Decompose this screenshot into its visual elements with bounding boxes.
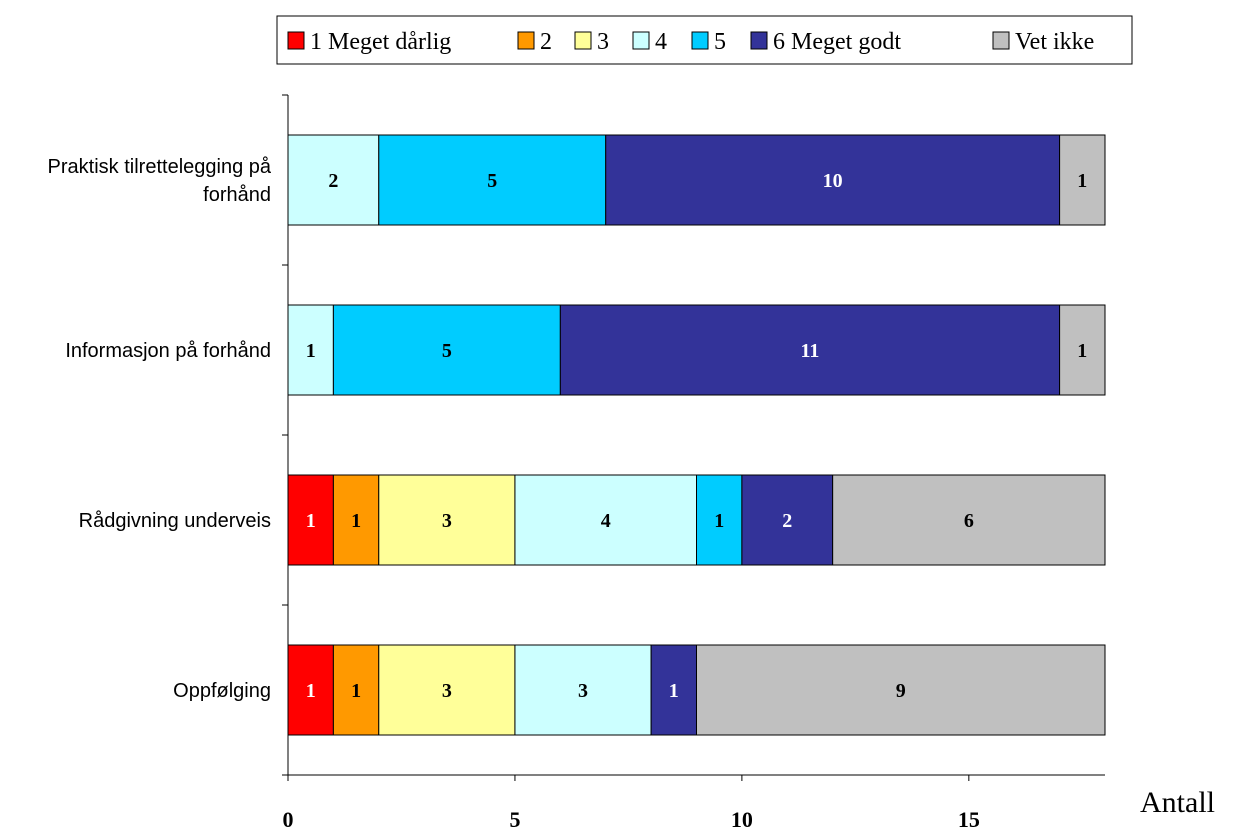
data-label: 1 <box>1077 170 1087 192</box>
data-label: 6 <box>964 510 974 532</box>
category-label-informasjon-pa-forhand: Informasjon på forhånd <box>65 340 271 362</box>
legend-swatch-4 <box>632 31 650 50</box>
category-label-oppfolging: Oppfølging <box>173 680 271 702</box>
x-tick-label: 15 <box>958 807 980 832</box>
y-axis: Praktisk tilrettelegging på forhånd Inform… <box>48 94 289 776</box>
x-tick-label: 10 <box>731 807 753 832</box>
legend: 1 Meget dårlig 2 3 4 5 6 Meget godt Vet ikke <box>276 15 1133 65</box>
bars: 2 5 10 11 5 11 11 1 3 4 1 2 61 1 3 3 1 9 <box>287 134 1106 736</box>
legend-label-2: 2 <box>540 29 552 55</box>
legend-label-6-meget-godt: 6 Meget godt <box>773 29 901 55</box>
bar-segment-informasjon-pa-forhand-5 <box>332 304 561 396</box>
bar-segment-praktisk-tilrettelegging-pa-forhand-4 <box>287 134 380 226</box>
data-label: 1 <box>351 510 361 532</box>
bar-segment-informasjon-pa-forhand-vet-ikke <box>1059 304 1106 396</box>
data-label: 1 <box>669 680 679 702</box>
bar-segment-praktisk-tilrettelegging-pa-forhand-vet-ikke <box>1059 134 1106 226</box>
category-label-radgivning-underveis: Rådgivning underveis <box>79 510 271 532</box>
bar-segment-oppfolging-3 <box>378 644 516 736</box>
legend-swatch-5 <box>691 31 709 50</box>
legend-label-4: 4 <box>655 29 667 55</box>
bar-segment-radgivning-underveis-5 <box>696 474 743 566</box>
data-label: 2 <box>328 170 338 192</box>
legend-swatch-3 <box>574 31 592 50</box>
data-label: 1 <box>351 680 361 702</box>
data-label: 3 <box>442 510 452 532</box>
bar-segment-radgivning-underveis-6-meget-godt <box>741 474 834 566</box>
bar-segment-oppfolging-vet-ikke <box>696 644 1106 736</box>
bar-segment-oppfolging-4 <box>514 644 652 736</box>
x-tick-label: 5 <box>509 807 520 832</box>
bar-segment-oppfolging-6-meget-godt <box>650 644 697 736</box>
legend-swatch-vet-ikke <box>992 31 1010 50</box>
legend-label-vet-ikke: Vet ikke <box>1015 29 1094 55</box>
data-label: 2 <box>782 510 792 532</box>
x-axis: 0 5 10 15 <box>282 774 1105 832</box>
bar-segment-radgivning-underveis-3 <box>378 474 516 566</box>
legend-label-1-meget-darlig: 1 Meget dårlig <box>310 29 451 55</box>
data-label: 1 <box>306 340 316 362</box>
data-label: 1 <box>714 510 724 532</box>
x-tick-label: 0 <box>283 807 294 832</box>
category-label-praktisk-tilrettelegging-pa-forhand-line1: Praktisk tilrettelegging på <box>48 156 272 178</box>
data-label: 10 <box>823 170 843 192</box>
data-label: 5 <box>487 170 497 192</box>
bar-segment-radgivning-underveis-1-meget-darlig <box>287 474 334 566</box>
category-label-praktisk-tilrettelegging-pa-forhand-line2: forhånd <box>203 184 271 206</box>
data-label: 5 <box>442 340 452 362</box>
bar-segment-praktisk-tilrettelegging-pa-forhand-6-meget-godt <box>605 134 1061 226</box>
x-axis-title: Antall <box>1140 786 1215 819</box>
legend-swatch-1-meget-darlig <box>287 31 305 50</box>
legend-swatch-6-meget-godt <box>750 31 768 50</box>
data-label: 4 <box>601 510 611 532</box>
legend-label-3: 3 <box>597 29 609 55</box>
bar-segment-radgivning-underveis-4 <box>514 474 698 566</box>
bar-segment-oppfolging-2 <box>332 644 380 736</box>
bar-segment-praktisk-tilrettelegging-pa-forhand-5 <box>378 134 607 226</box>
data-label: 1 <box>306 680 316 702</box>
data-label: 3 <box>442 680 452 702</box>
bar-segment-radgivning-underveis-vet-ikke <box>832 474 1106 566</box>
legend-label-5: 5 <box>714 29 726 55</box>
data-label: 1 <box>306 510 316 532</box>
bar-segment-informasjon-pa-forhand-6-meget-godt <box>559 304 1061 396</box>
data-label: 1 <box>1077 340 1087 362</box>
legend-swatch-2 <box>517 31 535 50</box>
data-label: 9 <box>896 680 906 702</box>
data-label: 3 <box>578 680 588 702</box>
data-label: 11 <box>801 340 820 362</box>
